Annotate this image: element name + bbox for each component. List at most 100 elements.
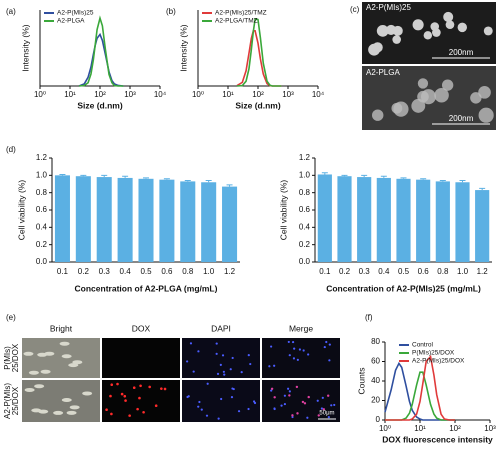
series-line [236,30,282,87]
nucleus [219,363,222,366]
x-tick-label: 10⁰ [379,424,391,433]
x-tick-label: 10³ [282,90,294,99]
cell [61,398,72,403]
dox-spot [120,392,124,396]
bar [455,182,470,262]
bar [222,186,238,262]
merge-spot [296,412,299,415]
bar [416,179,431,262]
particle [412,19,424,31]
nucleus [306,416,309,419]
bar [475,190,490,262]
cell [69,405,80,410]
merge-spot [301,400,305,404]
merge-spot [270,387,274,391]
error-bar [459,180,466,183]
y-tick-label: 0.4 [36,222,48,231]
nucleus [206,382,209,385]
legend-label: A2-P(MIs)25 [57,10,94,17]
x-tick-label: 10⁴ [154,90,167,99]
error-bar [226,184,233,187]
y-tick-label: 0 [376,415,381,424]
particle [368,43,381,56]
nucleus [229,368,232,371]
micro-image [182,380,260,422]
particle [478,107,494,123]
nucleus [192,370,195,373]
nucleus [237,410,241,413]
nucleus [216,372,220,375]
nucleus [273,364,276,367]
nucleus [200,408,203,411]
cell [40,369,51,374]
x-tick-label: 0.6 [418,267,430,276]
y-tick-label: 0.4 [299,222,311,231]
error-bar [341,174,348,177]
image-layer [22,2,496,422]
y-tick-label: 1.0 [299,170,311,179]
x-tick-label: 0.3 [99,267,111,276]
x-tick-label: 1.2 [477,267,489,276]
particle [443,11,454,22]
nucleus [293,347,296,350]
nucleus [231,356,234,360]
nucleus [288,390,291,393]
dox-spot [109,394,112,398]
y-tick-label: 20 [371,396,380,405]
x-tick-label: 1.0 [203,267,215,276]
dox-spot [138,396,141,400]
particle [434,87,449,103]
error-bar [143,177,149,179]
dox-spot [124,399,127,402]
nucleus [307,353,310,356]
y-tick-label: 0.2 [36,240,48,249]
y-axis-title: Cell viability (%) [278,180,288,241]
cell [38,409,49,414]
cell [72,360,83,365]
dox-spot [110,383,114,387]
nucleus [205,414,209,417]
error-bar [122,175,129,178]
particle [385,24,397,36]
particle [392,35,401,44]
y-tick-label: 1.2 [36,153,48,162]
column-label: Merge [289,323,313,333]
column-label: DOX [132,323,151,333]
x-tick-label: 0.8 [182,267,194,276]
error-bar [380,175,387,178]
merge-spot [322,408,326,411]
particle [470,92,482,104]
error-bar [163,178,170,180]
micro-image [262,380,340,422]
bar [337,176,352,262]
x-tick-label: 0.2 [339,267,351,276]
nucleus [247,407,250,411]
merge-spot [326,394,330,397]
x-tick-label: 0.4 [378,267,390,276]
y-tick-label: 0.6 [36,205,48,214]
dox-spot [154,404,158,408]
panel-label: (d) [6,145,16,154]
particle [430,22,440,31]
series-line [385,371,455,421]
series-line [385,354,455,421]
nucleus [291,340,295,344]
nucleus [268,365,271,368]
legend-label: Control [412,342,434,349]
y-axis-title: Intensity (%) [20,24,30,71]
dox-spot [128,414,131,417]
cell [34,384,45,389]
scale-label: 200nm [449,48,474,57]
merge-spot [317,414,320,417]
particle [417,78,429,89]
nucleus [197,405,200,408]
particle [393,101,409,117]
row-label: P(MIs) [3,346,12,370]
bar [75,176,91,262]
error-bar [420,178,427,180]
cell [37,352,48,357]
cell [24,387,35,392]
merge-spot [291,414,294,417]
bar [117,177,133,262]
